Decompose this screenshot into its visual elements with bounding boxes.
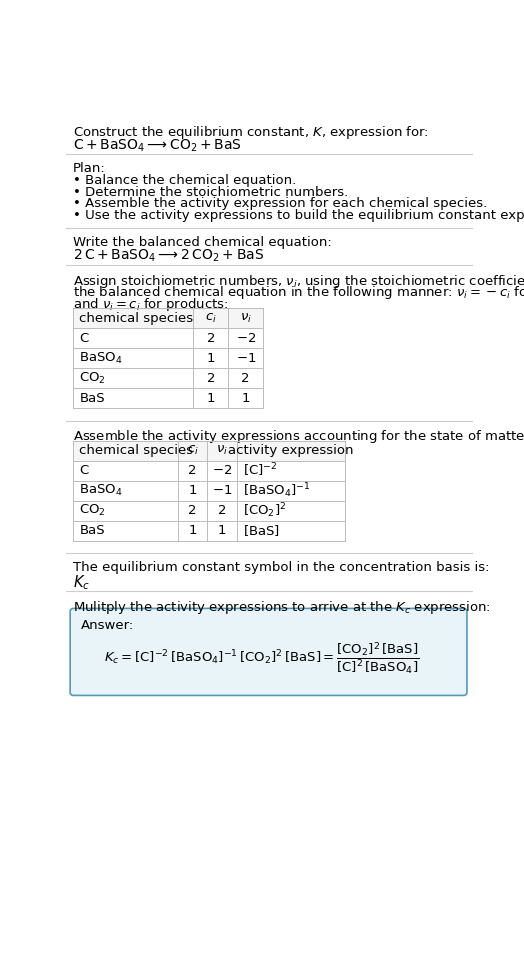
Text: 1: 1 <box>242 391 250 405</box>
Text: C: C <box>80 332 89 345</box>
Text: 1: 1 <box>188 484 197 497</box>
Text: • Use the activity expressions to build the equilibrium constant expression.: • Use the activity expressions to build … <box>73 209 524 222</box>
Text: 2: 2 <box>206 332 215 345</box>
Text: $\mathrm{BaSO}_4$: $\mathrm{BaSO}_4$ <box>80 350 123 366</box>
FancyBboxPatch shape <box>70 609 467 696</box>
Text: $[\mathrm{CO}_2]^{2}$: $[\mathrm{CO}_2]^{2}$ <box>243 501 287 520</box>
Text: $\nu_i$: $\nu_i$ <box>239 312 252 324</box>
Text: $[\mathrm{BaSO}_4]^{-1}$: $[\mathrm{BaSO}_4]^{-1}$ <box>243 481 311 500</box>
Text: and $\nu_i = c_i$ for products:: and $\nu_i = c_i$ for products: <box>73 296 229 313</box>
Text: 1: 1 <box>218 524 226 537</box>
Text: Mulitply the activity expressions to arrive at the $K_c$ expression:: Mulitply the activity expressions to arr… <box>73 599 491 616</box>
Text: Assemble the activity expressions accounting for the state of matter and $\nu_i$: Assemble the activity expressions accoun… <box>73 428 524 445</box>
Text: $[\mathrm{C}]^{-2}$: $[\mathrm{C}]^{-2}$ <box>243 462 277 479</box>
Text: BaS: BaS <box>80 391 105 405</box>
Text: chemical species: chemical species <box>80 444 193 457</box>
Text: activity expression: activity expression <box>228 444 354 457</box>
Text: Construct the equilibrium constant, $K$, expression for:: Construct the equilibrium constant, $K$,… <box>73 124 429 141</box>
Text: $K_c$: $K_c$ <box>73 573 90 591</box>
Text: $2\,\mathrm{C} + \mathrm{BaSO}_4 \longrightarrow 2\,\mathrm{CO}_2 + \mathrm{BaS}: $2\,\mathrm{C} + \mathrm{BaSO}_4 \longri… <box>73 248 264 264</box>
Text: 2: 2 <box>188 464 197 478</box>
Text: $-2$: $-2$ <box>236 332 256 345</box>
Text: Write the balanced chemical equation:: Write the balanced chemical equation: <box>73 235 332 249</box>
Text: the balanced chemical equation in the following manner: $\nu_i = -c_i$ for react: the balanced chemical equation in the fo… <box>73 284 524 301</box>
Text: 1: 1 <box>206 351 215 365</box>
Text: The equilibrium constant symbol in the concentration basis is:: The equilibrium constant symbol in the c… <box>73 561 490 573</box>
Text: 1: 1 <box>188 524 197 537</box>
Text: 2: 2 <box>218 504 226 517</box>
Text: $-1$: $-1$ <box>235 351 256 365</box>
Text: 2: 2 <box>188 504 197 517</box>
Text: $-2$: $-2$ <box>212 464 232 478</box>
Text: BaS: BaS <box>80 524 105 537</box>
Text: $\mathrm{CO}_2$: $\mathrm{CO}_2$ <box>80 503 106 518</box>
Text: 1: 1 <box>206 391 215 405</box>
Text: 2: 2 <box>206 371 215 385</box>
Text: 2: 2 <box>242 371 250 385</box>
Text: • Balance the chemical equation.: • Balance the chemical equation. <box>73 174 297 188</box>
Text: Assign stoichiometric numbers, $\nu_i$, using the stoichiometric coefficients, $: Assign stoichiometric numbers, $\nu_i$, … <box>73 273 524 290</box>
Text: $K_c = [\mathrm{C}]^{-2}\,[\mathrm{BaSO_4}]^{-1}\,[\mathrm{CO_2}]^2\,[\mathrm{Ba: $K_c = [\mathrm{C}]^{-2}\,[\mathrm{BaSO_… <box>104 641 420 678</box>
Text: chemical species: chemical species <box>80 312 193 324</box>
Text: $\mathrm{BaSO}_4$: $\mathrm{BaSO}_4$ <box>80 483 123 499</box>
Bar <box>73 440 345 460</box>
Text: $\nu_i$: $\nu_i$ <box>216 444 228 457</box>
Text: $-1$: $-1$ <box>212 484 232 497</box>
Text: Answer:: Answer: <box>81 619 134 633</box>
Text: • Assemble the activity expression for each chemical species.: • Assemble the activity expression for e… <box>73 197 487 211</box>
Bar <box>73 308 263 328</box>
Text: C: C <box>80 464 89 478</box>
Text: Plan:: Plan: <box>73 162 106 175</box>
Text: • Determine the stoichiometric numbers.: • Determine the stoichiometric numbers. <box>73 186 348 199</box>
Text: $c_i$: $c_i$ <box>205 312 217 324</box>
Text: $\mathrm{C} + \mathrm{BaSO}_4 \longrightarrow \mathrm{CO}_2 + \mathrm{BaS}$: $\mathrm{C} + \mathrm{BaSO}_4 \longright… <box>73 137 242 153</box>
Text: $\mathrm{CO}_2$: $\mathrm{CO}_2$ <box>80 370 106 386</box>
Text: $[\mathrm{BaS}]$: $[\mathrm{BaS}]$ <box>243 523 280 538</box>
Text: $c_i$: $c_i$ <box>187 444 199 457</box>
